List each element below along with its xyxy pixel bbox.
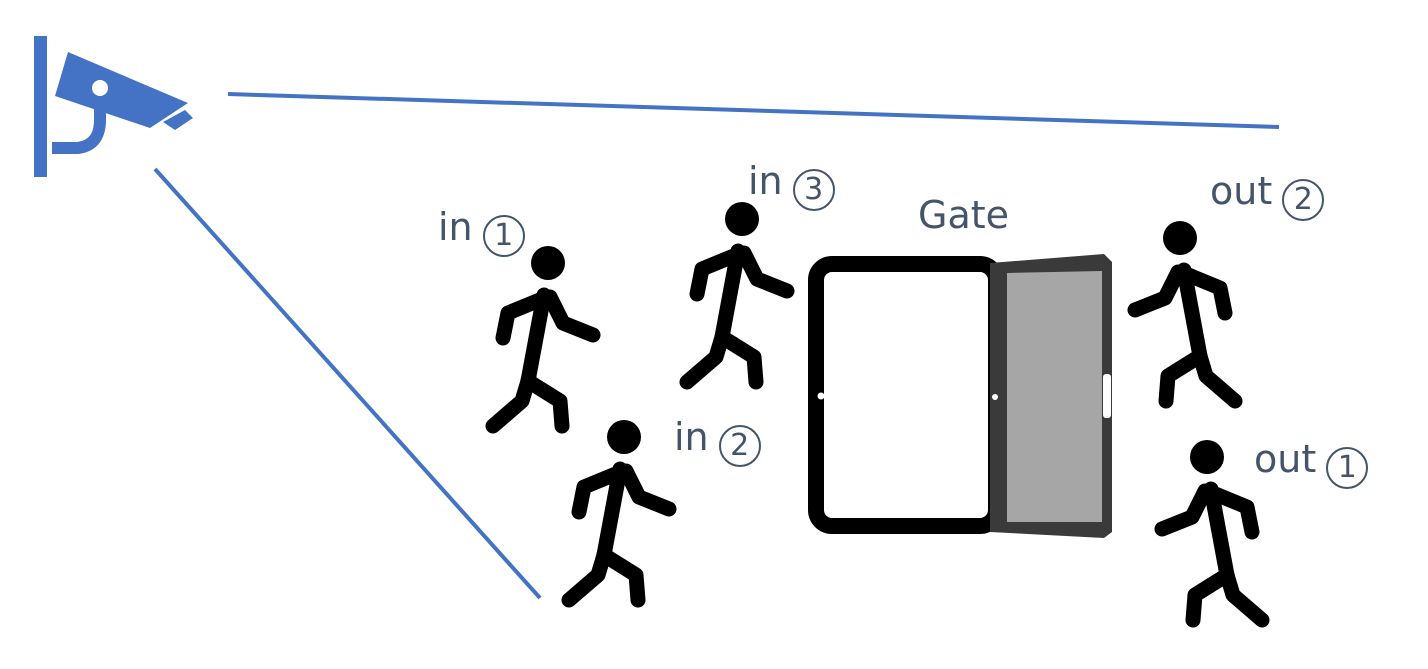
label-in-3: in 3 [748,162,835,211]
label-word: in [748,159,783,203]
label-number-badge: 2 [1282,179,1325,221]
person-out-1 [1162,440,1262,620]
walking-person-icon [1135,221,1235,401]
label-out-2: out 2 [1210,169,1325,221]
person-out-2 [1135,221,1235,401]
walking-person-icon [493,246,593,426]
walking-person-icon [687,202,787,382]
view-line-upper [227,92,1280,129]
gate-frame [808,256,1004,534]
label-out-1: out 1 [1254,437,1369,489]
open-door-icon [808,254,1112,538]
label-number-badge: 3 [792,169,835,211]
label-word: in [674,415,709,459]
person-in-2 [569,420,669,600]
door-handle [1103,374,1111,418]
label-word: out [1254,437,1317,481]
person-in-1 [493,246,593,426]
label-number-badge: 1 [1326,447,1369,489]
gate-label: Gate [918,193,1010,237]
label-word: in [438,205,473,249]
person-in-3 [687,202,787,382]
walking-person-icon [569,420,669,600]
door-panel [1007,271,1102,522]
label-word: out [1210,169,1273,213]
walking-person-icon [1162,440,1262,620]
security-camera-icon [34,36,193,177]
label-in-2: in 2 [674,418,761,467]
view-line-lower [153,167,542,600]
label-number-badge: 2 [718,425,761,467]
label-in-1: in 1 [438,208,525,257]
label-number-badge: 1 [482,215,525,257]
